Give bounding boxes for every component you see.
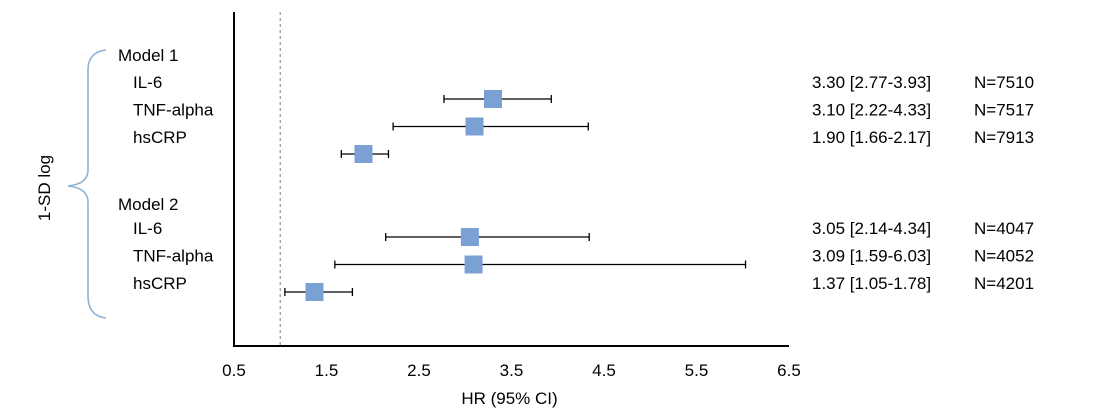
n-text: N=7510: [974, 73, 1034, 92]
x-tick-label: 3.5: [500, 361, 524, 380]
hr-marker: [460, 228, 479, 246]
n-text: N=4201: [974, 274, 1034, 293]
y-axis-label: 1-SD log: [35, 155, 54, 221]
row-label: IL-6: [133, 219, 162, 238]
n-text: N=4047: [974, 219, 1034, 238]
row-label: hsCRP: [133, 128, 187, 147]
bracket: [67, 49, 107, 319]
x-tick-label: 1.5: [315, 361, 339, 380]
hr-marker: [305, 283, 324, 301]
hr-marker: [464, 255, 483, 274]
hr-marker: [465, 117, 484, 136]
hr-marker: [354, 145, 373, 163]
n-text: N=4052: [974, 247, 1034, 266]
group-label: Model 1: [118, 46, 178, 65]
hr-ci-text: 3.30 [2.77-3.93]: [812, 73, 931, 92]
hr-marker: [484, 90, 502, 108]
x-tick-label: 4.5: [592, 361, 616, 380]
row-label: TNF-alpha: [133, 247, 214, 266]
hr-ci-text: 3.09 [1.59-6.03]: [812, 247, 931, 266]
x-axis-label: HR (95% CI): [461, 389, 557, 408]
n-text: N=7517: [974, 101, 1034, 120]
x-tick-label: 2.5: [407, 361, 431, 380]
hr-ci-text: 1.37 [1.05-1.78]: [812, 274, 931, 293]
hr-ci-text: 3.10 [2.22-4.33]: [812, 101, 931, 120]
hr-ci-text: 3.05 [2.14-4.34]: [812, 219, 931, 238]
x-tick-label: 0.5: [222, 361, 246, 380]
n-text: N=7913: [974, 128, 1034, 147]
hr-ci-text: 1.90 [1.66-2.17]: [812, 128, 931, 147]
row-label: IL-6: [133, 73, 162, 92]
group-label: Model 2: [118, 195, 178, 214]
row-label: hsCRP: [133, 274, 187, 293]
x-tick-label: 6.5: [777, 361, 801, 380]
x-tick-label: 5.5: [685, 361, 709, 380]
row-label: TNF-alpha: [133, 101, 214, 120]
